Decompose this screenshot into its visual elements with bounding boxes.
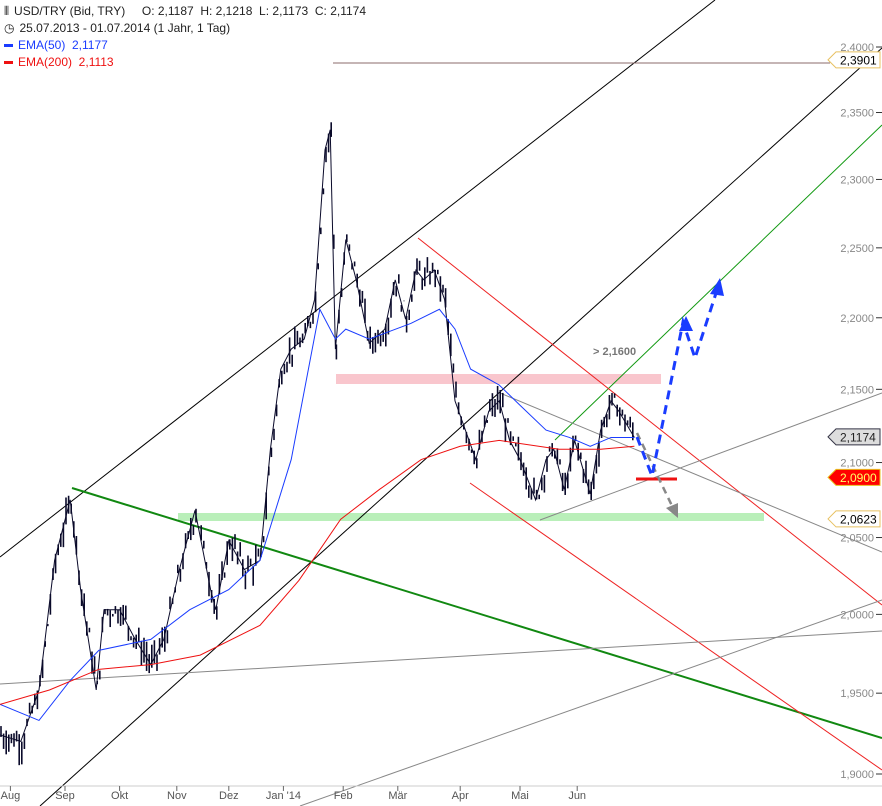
- y-tick-label: 1,9500: [840, 688, 874, 700]
- price-tag-label: 2,3901: [840, 53, 877, 67]
- x-tick-label: Apr: [452, 790, 469, 802]
- legend: ⫴ USD/TRY (Bid, TRY) O: 2,1187 H: 2,1218 …: [4, 3, 366, 71]
- price-tag-label: 2,0623: [840, 512, 877, 526]
- grey-line-4: [299, 599, 882, 806]
- support-zone-2-06: [178, 513, 764, 521]
- ohlc-values: O: 2,1187 H: 2,1218 L: 2,1173 C: 2,1174: [141, 4, 367, 18]
- x-tick-label: Aug: [1, 790, 21, 802]
- price-tag-label: 2,0900: [840, 471, 877, 485]
- bars-icon: ⫴: [4, 4, 10, 18]
- x-tick-label: Mär: [388, 790, 407, 802]
- x-tick-label: Dez: [219, 790, 239, 802]
- arrowhead-blue-2: [679, 316, 693, 331]
- y-tick-label: 2,4000: [840, 42, 874, 54]
- price-tag-label: 2,1174: [840, 430, 876, 444]
- red-downtrend-lower: [469, 482, 882, 771]
- ema50-label: EMA(50) 2,1177: [18, 38, 108, 52]
- clock-icon: ◷: [4, 21, 15, 35]
- ema50-swatch: [4, 44, 13, 47]
- x-tick-label: Nov: [167, 790, 187, 802]
- y-axis: 2,4000 2,3500 2,3000 2,2500 2,2000 2,1500 2,10…: [840, 42, 882, 781]
- price-tag-high: [827, 51, 881, 69]
- ema200-label: EMA(200) 2,1113: [18, 55, 114, 69]
- price-bars: [0, 122, 635, 766]
- x-tick-label: Feb: [334, 790, 353, 802]
- price-line: [0, 129, 635, 743]
- y-tick-label: 2,0500: [840, 533, 874, 545]
- ema-lines: [0, 307, 635, 722]
- channel-lower-line: [39, 47, 882, 806]
- arrowhead-grey: [666, 503, 678, 518]
- date-range: 25.07.2013 - 01.07.2014 (1 Jahr, 1 Tag): [19, 21, 231, 35]
- x-tick-label: Jun: [568, 790, 586, 802]
- y-tick-label: 2,0000: [840, 609, 874, 621]
- y-tick-label: 2,1000: [840, 458, 874, 470]
- ema200-swatch: [4, 61, 13, 64]
- y-tick-label: 1,9000: [840, 769, 874, 781]
- red-downtrend-upper: [417, 237, 882, 606]
- arrowhead-blue-1: [710, 278, 724, 296]
- grey-line-2: [499, 392, 882, 553]
- green-long-trendline: [71, 487, 882, 739]
- y-tick-label: 2,2000: [840, 313, 874, 325]
- ema50-line: [0, 307, 635, 722]
- resistance-zone-2-16: [336, 374, 661, 384]
- x-tick-label: Okt: [111, 790, 128, 802]
- price-tag-support: [827, 510, 881, 528]
- y-tick-label: 2,2500: [840, 243, 874, 255]
- annotation-2-16: > 2,1600: [593, 346, 636, 358]
- instrument-name: USD/TRY (Bid, TRY): [14, 4, 126, 18]
- y-tick-label: 2,1500: [840, 384, 874, 396]
- ema200-line: [0, 439, 635, 705]
- x-tick-label: Sep: [55, 790, 75, 802]
- x-tick-label: Jan '14: [266, 790, 301, 802]
- price-level-tags: 2,3901 2,1174 2,0900 2,0623: [827, 51, 881, 528]
- y-tick-label: 2,3000: [840, 174, 874, 186]
- scenario-arrow-blue-1: [635, 286, 720, 482]
- x-axis: Aug Sep Okt Nov Dez Jan '14 Feb Mär Apr Mai Jun: [0, 785, 882, 802]
- price-tag-last: [827, 428, 881, 446]
- x-tick-label: Mai: [511, 790, 529, 802]
- scenario-arrow-grey: [635, 432, 676, 511]
- price-tag-stop: [827, 468, 881, 486]
- y-tick-label: 2,3500: [840, 108, 874, 120]
- grey-line-3: [539, 392, 882, 521]
- grey-line-1: [0, 630, 882, 685]
